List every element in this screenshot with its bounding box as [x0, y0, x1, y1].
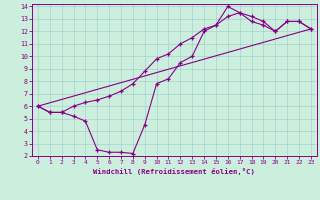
X-axis label: Windchill (Refroidissement éolien,°C): Windchill (Refroidissement éolien,°C) [93, 168, 255, 175]
